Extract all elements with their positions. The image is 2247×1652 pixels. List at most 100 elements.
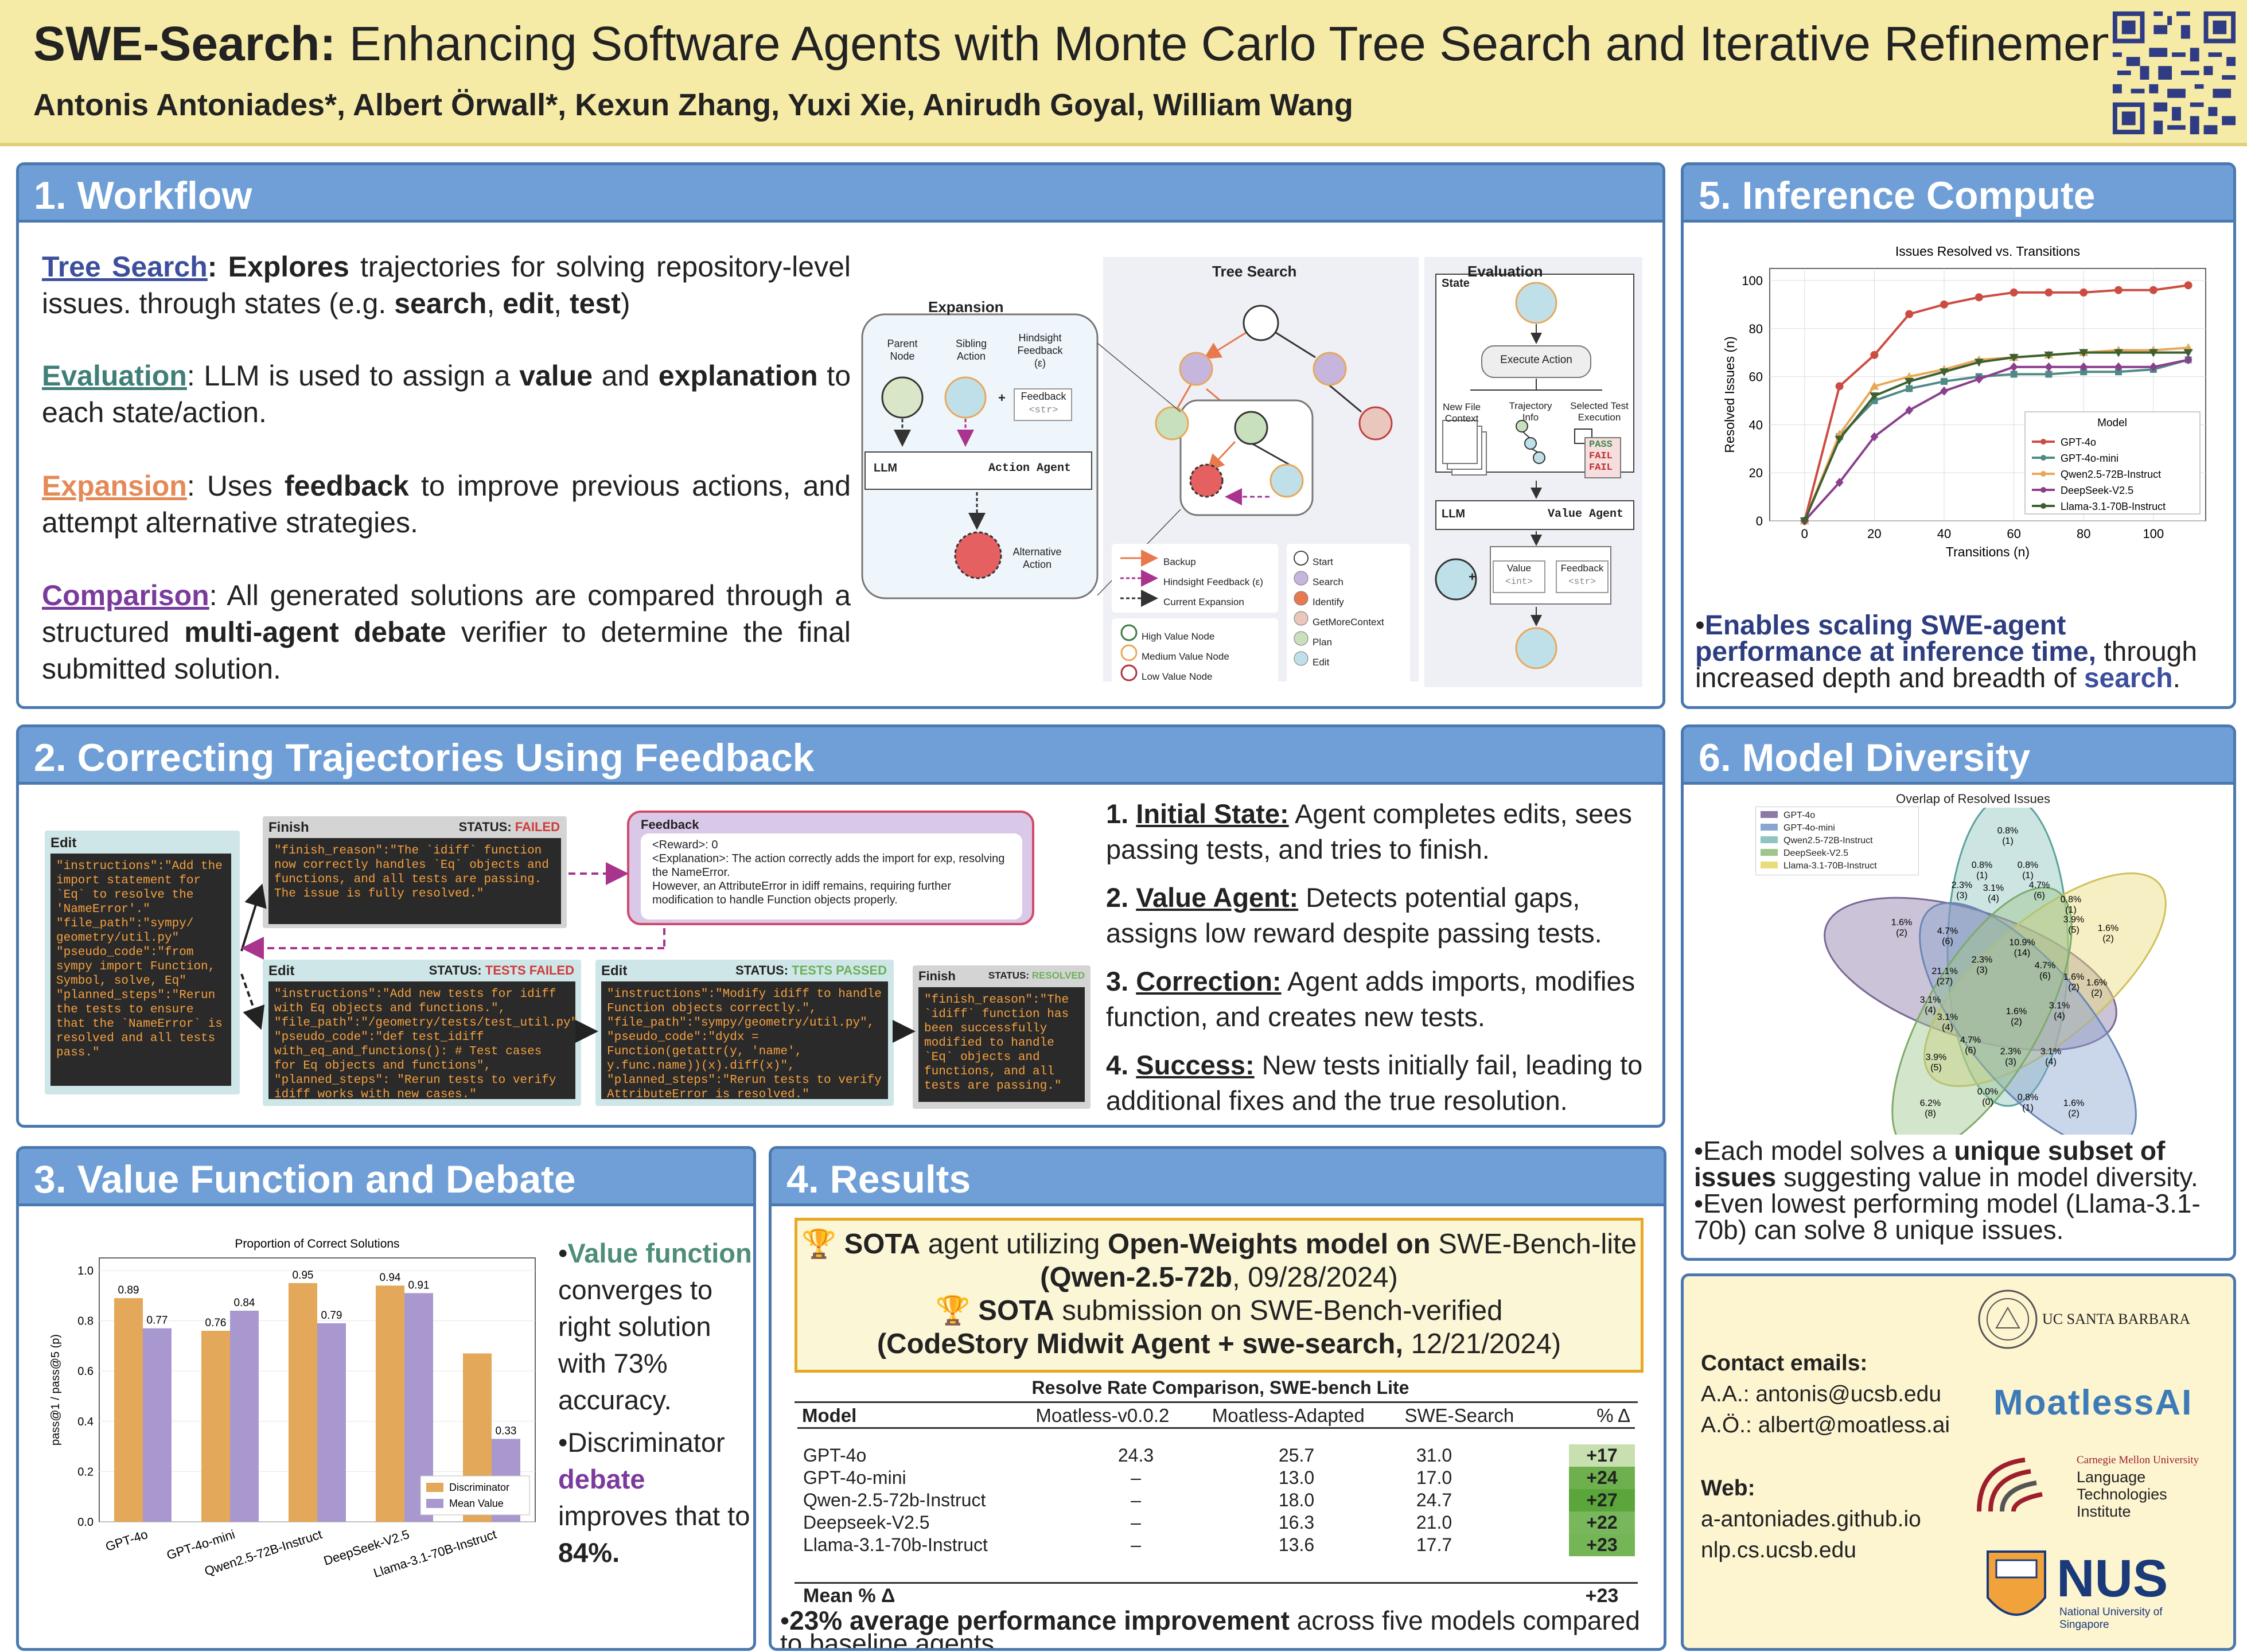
- venn-region-percent: 10.9%: [2009, 938, 2035, 948]
- web-link-1[interactable]: a-antoniades.github.io: [1701, 1507, 1921, 1532]
- bar: [143, 1328, 172, 1522]
- panel-header: 1. Workflow: [19, 165, 1662, 223]
- cell-model: GPT-4o-mini: [803, 1467, 906, 1488]
- value-label: Value: [1506, 563, 1532, 574]
- model-diversity-panel: 6. Model Diversity Overlap of Resolved I…: [1681, 724, 2236, 1261]
- cmu-logo: Carnegie Mellon University: [2077, 1454, 2199, 1466]
- bar: [230, 1311, 259, 1522]
- status-tests-passed: STATUS: TESTS PASSED: [735, 963, 887, 977]
- table-row: Deepseek-V2.5 – 16.3 21.0 +22: [797, 1511, 1635, 1534]
- card-title: Finish: [268, 820, 309, 835]
- bullet-2: •Even lowest performing model (Llama-3.1…: [1694, 1189, 2201, 1245]
- x-tick-label: 80: [2077, 527, 2090, 541]
- bar-value-label: 0.84: [234, 1297, 255, 1309]
- emails-label: Contact emails:: [1701, 1351, 1868, 1376]
- venn-region-count: (8): [1925, 1109, 1936, 1119]
- data-point: [1835, 477, 1844, 487]
- venn-region-count: (6): [1965, 1046, 1976, 1055]
- venn-region-count: (4): [2054, 1011, 2065, 1021]
- venn-region-percent: 4.7%: [1937, 926, 1958, 936]
- selected-test-execution-label: Selected Test Execution: [1570, 400, 1629, 423]
- venn-region-count: (5): [1930, 1063, 1942, 1073]
- series-line: [1803, 284, 2188, 521]
- venn-region-count: (5): [2068, 925, 2079, 935]
- venn-region-count: (27): [1937, 977, 1953, 987]
- legend-arrow-labels: Backup Hindsight Feedback (ε) Current Ex…: [1163, 552, 1263, 612]
- trophy-icon: 🏆: [935, 1295, 971, 1326]
- results-table: Model Moatless-v0.0.2 Moatless-Adapted S…: [797, 1404, 1635, 1436]
- expansion-paragraph: Expansion: Uses feedback to improve prev…: [42, 470, 851, 539]
- int-label: <int>: [1505, 576, 1533, 587]
- fail-label: FAIL: [1589, 451, 1613, 462]
- venn-region-count: (6): [2039, 971, 2051, 981]
- edit-node: [1269, 463, 1304, 498]
- data-point: [2044, 351, 2054, 360]
- legend-start: Start: [1313, 556, 1333, 567]
- data-point: [2184, 281, 2193, 290]
- chart-title: Proportion of Correct Solutions: [235, 1237, 399, 1250]
- execute-action-label: Execute Action: [1500, 354, 1572, 366]
- venn-region-percent: 1.6%: [2086, 978, 2107, 988]
- edit-card-tests-passed: Edit STATUS: TESTS PASSED "instructions"…: [595, 960, 894, 1106]
- evaluation-title: Evaluation: [1467, 263, 1543, 280]
- finish-card-resolved: Finish STATUS: RESOLVED "finish_reason":…: [913, 965, 1091, 1109]
- table-row: Llama-3.1-70b-Instruct – 13.6 17.7 +23: [797, 1534, 1635, 1556]
- table-row: GPT-4o 24.3 25.7 31.0 +17: [797, 1444, 1635, 1467]
- cell-value: 13.0: [1278, 1467, 1315, 1488]
- qr-code-icon: [2108, 7, 2240, 139]
- legend-search: Search: [1313, 576, 1343, 587]
- data-point: [2010, 362, 2018, 372]
- sibling-action-label: Sibling Action: [955, 338, 987, 362]
- bar: [289, 1283, 317, 1522]
- data-point: [1940, 300, 1948, 309]
- bar-value-label: 0.33: [496, 1425, 517, 1437]
- feedback-box: [1014, 388, 1072, 421]
- data-point: [1906, 385, 1913, 392]
- y-axis-label: Resolved Issues (n): [1722, 336, 1737, 453]
- venn-region-count: (1): [2002, 836, 2014, 846]
- tree-search-title: Tree Search: [1212, 263, 1297, 280]
- web-link-2[interactable]: nlp.cs.ucsb.edu: [1701, 1538, 1857, 1563]
- ucsb-logo: UC SANTA BARBARA: [2042, 1311, 2190, 1327]
- chart-legend: [420, 1475, 530, 1515]
- email-aa[interactable]: A.A.: antonis@ucsb.edu: [1701, 1382, 1942, 1406]
- cell-model: GPT-4o: [803, 1445, 867, 1466]
- legend-marker: [2040, 439, 2046, 445]
- venn-region-percent: 21.1%: [1931, 967, 1957, 976]
- venn-region-count: (4): [1988, 894, 1999, 903]
- x-tick-label: 40: [1937, 527, 1951, 541]
- legend-current-expansion: Current Expansion: [1163, 597, 1244, 607]
- series-line: [1803, 359, 2189, 521]
- chart-legend: [2024, 411, 2201, 515]
- venn-region-percent: 1.6%: [2098, 924, 2119, 933]
- status-failed: STATUS: FAILED: [458, 820, 560, 834]
- panel-header: 3. Value Function and Debate: [19, 1149, 753, 1206]
- poster-header: SWE-Search: Enhancing Software Agents wi…: [0, 0, 2247, 146]
- bullet-value-function: •Value function converges to right solut…: [558, 1238, 752, 1415]
- data-point: [1974, 359, 1984, 367]
- legend-medium-value: Medium Value Node: [1142, 651, 1229, 662]
- data-point: [2080, 368, 2088, 376]
- table-header-row: Model Moatless-v0.0.2 Moatless-Adapted S…: [797, 1404, 1635, 1428]
- nus-logo: NUS: [2057, 1549, 2168, 1608]
- diversity-bullets: •Each model solves a unique subset of is…: [1694, 1137, 2230, 1243]
- y-tick-label: 0.0: [77, 1516, 94, 1529]
- workflow-panel: 1. Workflow Tree Search: Explores trajec…: [16, 162, 1665, 709]
- email-ao[interactable]: A.Ö.: albert@moatless.ai: [1701, 1413, 1950, 1437]
- sota-box: 🏆 SOTA agent utilizing Open-Weights mode…: [795, 1218, 1644, 1373]
- table-row: Qwen-2.5-72b-Instruct – 18.0 24.7 +27: [797, 1489, 1635, 1511]
- data-point: [2009, 354, 2019, 363]
- cell-value: +23: [1569, 1534, 1635, 1556]
- contact-info: Contact emails: A.A.: antonis@ucsb.edu A…: [1701, 1348, 1950, 1566]
- venn-region-percent: 1.6%: [2006, 1007, 2027, 1016]
- bar: [201, 1331, 230, 1522]
- series-line: [1803, 346, 2188, 521]
- data-point: [1905, 377, 1914, 386]
- fail-label: FAIL: [1589, 462, 1613, 473]
- parent-node: [881, 376, 924, 419]
- venn-region-count: (1): [2022, 871, 2034, 880]
- legend-label: GPT-4o-mini: [2061, 453, 2119, 464]
- panel-title: 6. Model Diversity: [1699, 736, 2031, 780]
- venn-region-percent: 1.6%: [2063, 972, 2084, 982]
- venn-region-percent: 6.2%: [1920, 1098, 1941, 1108]
